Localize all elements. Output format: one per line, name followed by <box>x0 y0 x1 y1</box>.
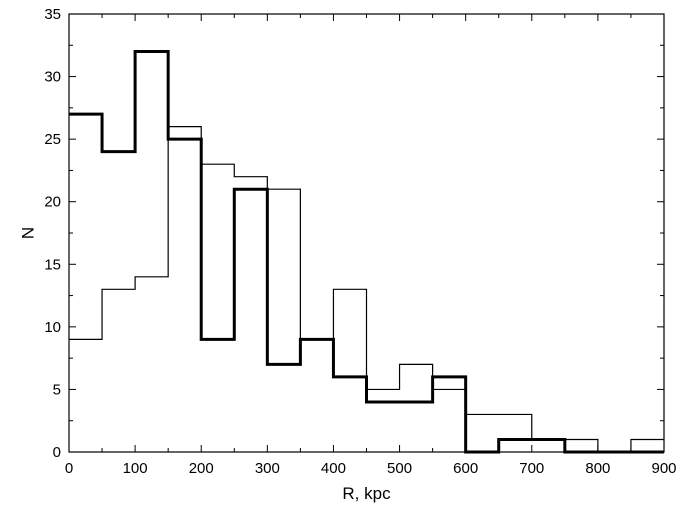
x-tick-label: 500 <box>387 460 412 477</box>
x-tick-label: 0 <box>65 460 73 477</box>
x-tick-label: 900 <box>651 460 676 477</box>
x-tick-label: 800 <box>585 460 610 477</box>
x-tick-label: 600 <box>453 460 478 477</box>
x-tick-label: 700 <box>519 460 544 477</box>
x-tick-label: 400 <box>321 460 346 477</box>
y-tick-label: 30 <box>44 69 61 86</box>
y-tick-label: 10 <box>44 319 61 336</box>
x-tick-label: 200 <box>189 460 214 477</box>
y-tick-label: 15 <box>44 256 61 273</box>
histogram-series-thick <box>69 50 664 454</box>
histogram-series-thin <box>69 126 664 453</box>
series-layer <box>69 50 664 454</box>
y-tick-label: 25 <box>44 131 61 148</box>
x-tick-label: 100 <box>123 460 148 477</box>
y-tick-label: 35 <box>44 6 61 23</box>
x-axis-title: R, kpc <box>342 484 391 503</box>
y-tick-label: 5 <box>53 381 61 398</box>
y-tick-label: 0 <box>53 444 61 461</box>
ticks-layer: 0 100 200 300 400 500 600 700 800 900 0 5 10 15 20 25 30… <box>44 6 676 477</box>
x-tick-label: 300 <box>255 460 280 477</box>
y-tick-label: 20 <box>44 194 61 211</box>
y-axis-title: N <box>18 227 37 239</box>
